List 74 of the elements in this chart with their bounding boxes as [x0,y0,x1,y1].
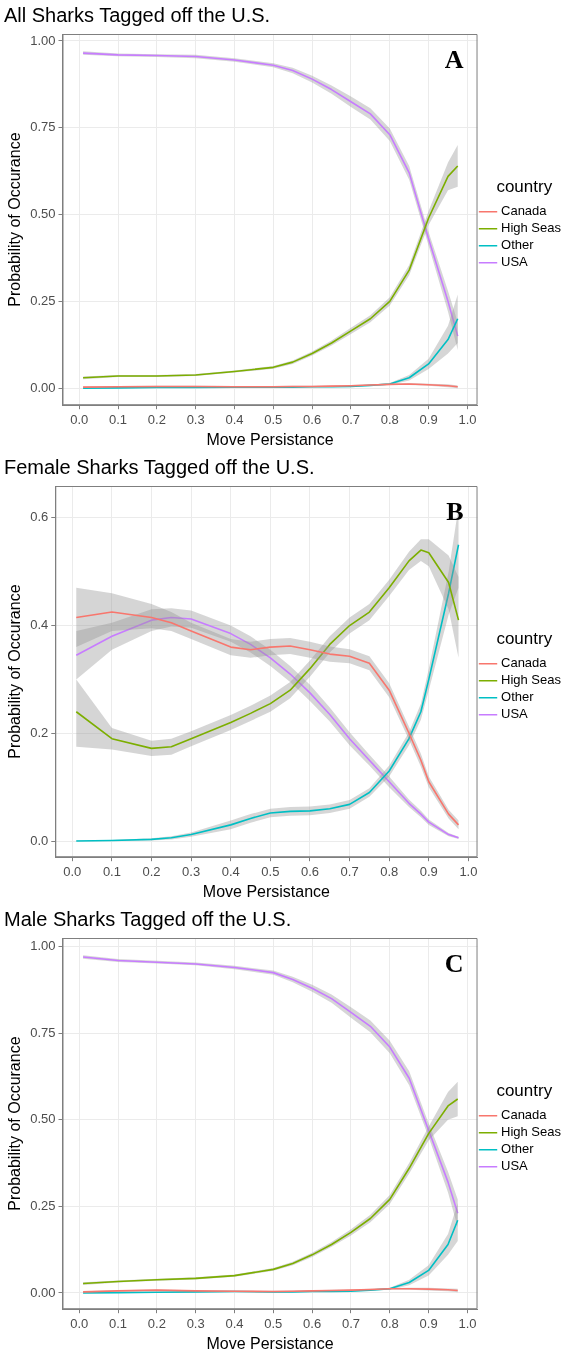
x-tick-label: 0.6 [303,1315,322,1331]
y-axis-title: Probability of Occurance [6,132,24,307]
y-tick-label: 0.6 [30,509,49,525]
y-tick-label: 0.75 [30,1024,56,1040]
legend-label: Canada [501,1107,548,1123]
x-tick-label: 1.0 [458,411,477,427]
x-tick-label: 0.4 [225,1315,244,1331]
legend-label: USA [501,706,529,722]
x-tick-label: 0.6 [303,411,322,427]
y-tick-label: 0.25 [30,1197,56,1213]
x-axis-title: Move Persistance [202,882,331,900]
x-tick-label: 1.0 [458,1315,477,1331]
chart-title: Female Sharks Tagged off the U.S. [4,455,315,478]
x-tick-label: 0.9 [419,411,438,427]
legend-label: USA [501,1158,529,1174]
x-tick-label: 0.3 [186,1315,205,1331]
chart-title: Male Sharks Tagged off the U.S. [4,907,292,930]
x-tick-label: 0.8 [380,411,399,427]
x-tick-label: 0.7 [340,863,359,879]
y-tick-label: 0.4 [30,617,49,633]
x-tick-label: 0.0 [70,411,89,427]
y-axis-title: Probability of Occurance [6,584,24,759]
x-axis-title: Move Persistance [206,430,334,448]
x-axis-title: Move Persistance [206,1334,334,1352]
legend-label: Canada [501,655,548,671]
legend-title: country [496,628,553,648]
legend-label: Other [501,237,535,253]
x-tick-label: 0.5 [264,411,283,427]
x-tick-label: 0.2 [147,411,166,427]
legend-label: USA [501,254,529,270]
x-tick-label: 0.6 [300,863,320,879]
legend-label: High Seas [501,1124,562,1140]
x-tick-label: 0.9 [419,1315,438,1331]
y-tick-label: 0.0 [30,832,49,848]
x-tick-label: 0.0 [63,863,82,879]
x-tick-label: 0.1 [102,863,121,879]
x-tick-label: 0.1 [108,1315,128,1331]
annotation: C [444,948,464,978]
legend-label: Other [501,689,535,705]
x-tick-label: 0.4 [221,863,240,879]
x-tick-label: 0.2 [147,1315,166,1331]
legend-title: country [496,176,553,196]
x-tick-label: 0.7 [341,1315,360,1331]
legend-label: High Seas [501,672,562,688]
annotation: A [444,44,464,74]
chart-title: All Sharks Tagged off the U.S. [4,3,271,26]
x-tick-label: 0.8 [380,1315,399,1331]
x-tick-label: 0.7 [341,411,360,427]
x-tick-label: 0.5 [261,863,280,879]
x-tick-label: 0.3 [186,411,205,427]
y-tick-label: 0.25 [30,292,56,308]
y-tick-label: 0.50 [30,1111,56,1127]
x-tick-label: 1.0 [459,863,478,879]
legend-label: High Seas [501,220,562,236]
annotation: B [446,496,464,526]
x-tick-label: 0.3 [182,863,201,879]
y-tick-label: 0.00 [30,379,56,395]
x-tick-label: 0.8 [380,863,399,879]
y-tick-label: 0.2 [30,724,49,740]
x-tick-label: 0.9 [419,863,438,879]
x-tick-label: 0.0 [70,1315,89,1331]
y-tick-label: 0.75 [30,119,56,135]
x-tick-label: 0.2 [142,863,161,879]
legend-title: country [496,1080,553,1100]
y-tick-label: 0.50 [30,206,56,222]
y-tick-label: 0.00 [30,1284,56,1300]
x-tick-label: 0.5 [264,1315,283,1331]
y-tick-label: 1.00 [30,32,56,48]
legend-label: Other [501,1141,535,1157]
x-tick-label: 0.4 [225,411,244,427]
legend-label: Canada [501,203,548,219]
y-axis-title: Probability of Occurance [6,1036,24,1211]
x-tick-label: 0.1 [108,411,128,427]
y-tick-label: 1.00 [30,938,56,954]
